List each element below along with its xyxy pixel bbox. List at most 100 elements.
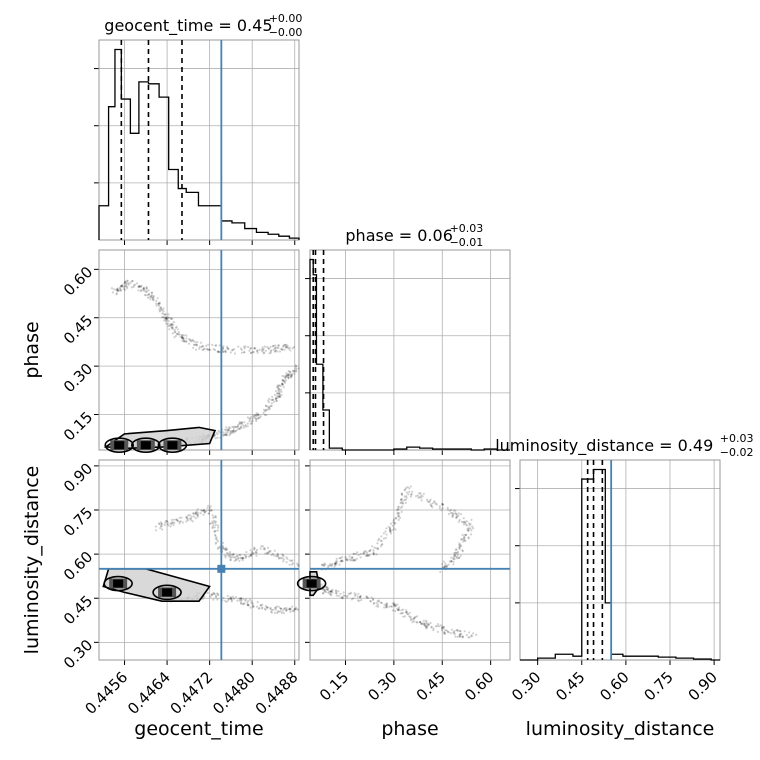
geocent_time-vs-luminosity_distance-sample-point	[259, 547, 262, 550]
phase-vs-luminosity_distance-sample-point	[467, 537, 470, 540]
geocent_time-vs-phase-sample-point	[165, 316, 168, 320]
geocent_time-vs-phase-sample-point	[285, 379, 288, 382]
geocent_time-vs-luminosity_distance-sample-point	[170, 518, 173, 522]
phase-vs-luminosity_distance-sample-point	[341, 596, 344, 599]
geocent_time-vs-luminosity_distance-sample-point	[286, 557, 289, 560]
geocent_time-vs-luminosity_distance-sample-point	[214, 594, 218, 598]
geocent_time-vs-luminosity_distance-sample-point	[253, 547, 256, 550]
phase-vs-luminosity_distance-sample-point	[429, 503, 432, 506]
geocent_time-vs-luminosity_distance-sample-point	[250, 554, 253, 557]
geocent_time-vs-luminosity_distance-sample-point	[250, 553, 253, 556]
phase-vs-luminosity_distance-sample-point	[464, 539, 467, 542]
geocent_time-vs-phase-sample-point	[246, 416, 249, 419]
phase-vs-luminosity_distance-sample-point	[467, 529, 470, 532]
phase-vs-luminosity_distance-sample-point	[456, 629, 459, 632]
phase-vs-luminosity_distance-sample-point	[456, 515, 459, 518]
geocent_time-vs-phase-sample-point	[143, 289, 146, 292]
geocent_time-vs-phase-sample-point	[290, 373, 293, 376]
phase-vs-luminosity_distance-sample-point	[448, 560, 451, 563]
geocent_time-vs-phase-sample-point	[281, 382, 284, 385]
phase-vs-luminosity_distance-sample-point	[455, 513, 458, 516]
phase-vs-luminosity_distance-sample-point	[369, 600, 372, 603]
geocent_time-vs-phase-sample-point	[272, 348, 275, 351]
geocent_time-vs-phase-sample-point	[120, 285, 123, 288]
geocent_time-vs-phase-sample-point	[115, 292, 118, 295]
geocent_time-vs-phase-sample-point	[190, 339, 193, 342]
phase-vs-luminosity_distance-sample-point	[376, 547, 380, 550]
geocent_time-vs-phase-sample-point	[277, 385, 280, 388]
geocent_time-vs-phase-sample-point	[289, 374, 292, 378]
geocent_time-vs-luminosity_distance-sample-point	[291, 605, 294, 608]
geocent_time-vs-phase-sample-point	[224, 431, 227, 434]
geocent_time-vs-phase-sample-point	[225, 429, 228, 432]
phase-vs-luminosity_distance-sample-point	[456, 550, 460, 553]
geocent_time-vs-phase-sample-point	[267, 347, 270, 350]
geocent_time-vs-phase-sample-point	[277, 395, 280, 398]
geocent_time-vs-luminosity_distance-sample-point	[196, 515, 199, 518]
phase-vs-luminosity_distance-sample-point	[400, 497, 403, 501]
phase-vs-luminosity_distance-sample-point	[341, 596, 344, 599]
geocent_time-vs-phase-sample-point	[176, 328, 179, 331]
phase-vs-luminosity_distance-sample-point	[359, 552, 362, 556]
geocent_time-vs-luminosity_distance-sample-point	[190, 519, 193, 522]
phase-vs-luminosity_distance-sample-point	[384, 536, 387, 540]
geocent_time-vs-luminosity_distance-sample-point	[202, 596, 205, 599]
luminosity_distance-xtick-label: 0.60	[596, 668, 632, 704]
geocent_time-vs-luminosity_distance-sample-point	[216, 598, 219, 601]
phase-vs-luminosity_distance-sample-point	[341, 560, 344, 563]
geocent_time-vs-phase-sample-point	[188, 338, 192, 341]
geocent_time-vs-luminosity_distance-sample-point	[185, 515, 188, 519]
phase-vs-luminosity_distance-sample-point	[405, 495, 408, 498]
geocent_time-vs-luminosity_distance-sample-point	[227, 597, 230, 601]
phase-vs-luminosity_distance-sample-point	[392, 528, 395, 532]
geocent_time-vs-luminosity_distance-sample-point	[214, 515, 217, 518]
phase-vs-luminosity_distance-sample-point	[346, 594, 349, 598]
luminosity_distance-ylabel: luminosity_distance	[21, 466, 43, 655]
phase-vs-luminosity_distance-sample-point	[393, 605, 396, 608]
phase-vs-luminosity_distance-sample-point	[447, 563, 450, 566]
phase-vs-luminosity_distance-sample-point	[453, 554, 456, 557]
phase-vs-luminosity_distance-sample-point	[352, 552, 355, 555]
geocent_time-vs-phase-sample-point	[116, 287, 119, 290]
phase-vs-luminosity_distance-sample-point	[356, 599, 360, 602]
geocent_time-vs-phase-sample-point	[195, 343, 198, 347]
geocent_time-vs-phase-sample-point	[288, 371, 291, 374]
geocent_time-vs-phase-sample-point	[201, 345, 204, 348]
phase-vs-luminosity_distance-sample-point	[405, 611, 408, 614]
geocent_time-vs-phase-sample-point	[180, 336, 183, 339]
geocent_time-vs-phase-sample-point	[231, 349, 234, 352]
phase-vs-luminosity_distance-sample-point	[407, 613, 410, 616]
phase-vs-luminosity_distance-sample-point	[335, 560, 338, 563]
geocent_time-vs-luminosity_distance-sample-point	[288, 608, 291, 611]
phase-vs-luminosity_distance-sample-point	[372, 549, 375, 552]
phase-xtick-label: 0.60	[461, 668, 497, 704]
geocent_time-vs-phase-sample-point	[239, 422, 242, 425]
geocent_time-vs-luminosity_distance-sample-point	[169, 525, 172, 528]
geocent_time-vs-phase-sample-point	[276, 350, 279, 353]
phase-histogram	[309, 258, 510, 451]
geocent_time-vs-phase-sample-point	[284, 345, 287, 348]
phase-vs-luminosity_distance-sample-point	[462, 520, 466, 523]
geocent_time-vs-luminosity_distance-sample-point	[252, 552, 255, 556]
geocent_time-vs-phase-sample-point	[122, 285, 125, 288]
geocent_time-vs-phase-sample-point	[260, 348, 264, 351]
phase-vs-luminosity_distance-sample-point	[455, 629, 458, 632]
phase-vs-luminosity_distance-sample-point	[340, 559, 343, 563]
geocent_time-vs-phase-sample-point	[265, 414, 268, 417]
phase-vs-luminosity_distance-sample-point	[450, 560, 453, 563]
phase-vs-luminosity_distance-sample-point	[330, 564, 333, 567]
phase-vs-luminosity_distance-sample-point	[452, 631, 455, 634]
geocent_time-vs-luminosity_distance-sample-point	[214, 534, 217, 538]
geocent_time-vs-luminosity_distance-sample-point	[231, 556, 234, 559]
geocent_time-vs-luminosity_distance-sample-point	[160, 523, 163, 526]
geocent_time-vs-luminosity_distance-sample-point	[248, 598, 252, 601]
geocent_time-vs-luminosity_distance-sample-point	[281, 553, 284, 556]
geocent_time-vs-phase-sample-point	[276, 346, 279, 349]
geocent_time-vs-phase-sample-point	[171, 326, 174, 329]
geocent_time-vs-phase-sample-point	[178, 333, 181, 336]
phase-vs-luminosity_distance-sample-point	[400, 506, 403, 509]
geocent_time-vs-luminosity_distance-sample-point	[263, 548, 266, 551]
phase-vs-luminosity_distance-sample-point	[430, 504, 433, 507]
geocent_time-xtick-label: 0.4464	[124, 668, 174, 718]
phase-vs-luminosity_distance-sample-point	[403, 615, 407, 618]
